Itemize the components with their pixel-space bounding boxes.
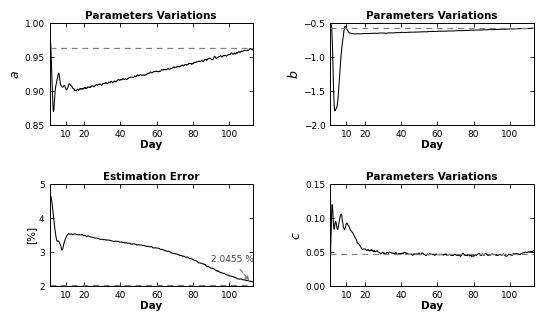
X-axis label: Day: Day [140, 140, 162, 150]
Y-axis label: c: c [289, 232, 302, 239]
Title: Parameters Variations: Parameters Variations [366, 172, 498, 182]
X-axis label: Day: Day [421, 140, 443, 150]
Text: 2.0455 %: 2.0455 % [211, 255, 254, 280]
Title: Parameters Variations: Parameters Variations [366, 11, 498, 21]
Y-axis label: a: a [9, 70, 22, 78]
Title: Parameters Variations: Parameters Variations [85, 11, 217, 21]
X-axis label: Day: Day [421, 301, 443, 312]
Title: Estimation Error: Estimation Error [103, 172, 200, 182]
X-axis label: Day: Day [140, 301, 162, 312]
Y-axis label: b: b [288, 70, 301, 78]
Y-axis label: [%]: [%] [26, 226, 36, 244]
